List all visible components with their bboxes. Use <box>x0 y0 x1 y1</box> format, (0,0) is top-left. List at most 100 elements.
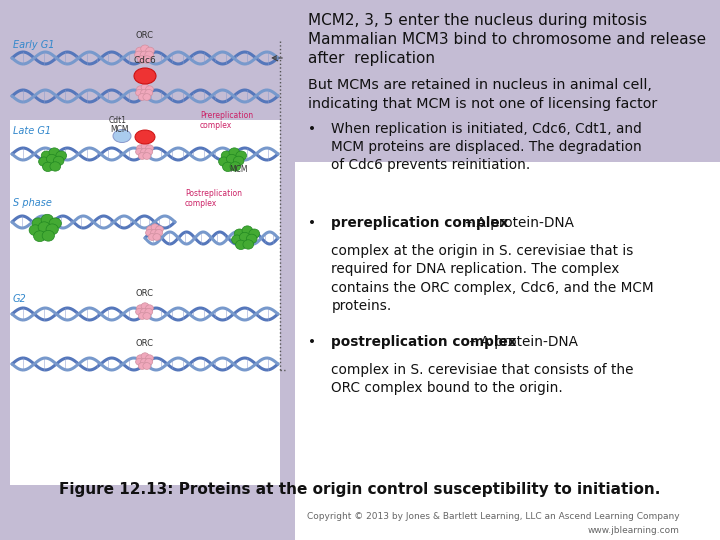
Ellipse shape <box>226 154 237 164</box>
Text: after  replication: after replication <box>308 51 435 66</box>
Ellipse shape <box>41 151 52 160</box>
Ellipse shape <box>138 153 146 159</box>
Ellipse shape <box>32 218 45 229</box>
Ellipse shape <box>42 162 53 172</box>
Ellipse shape <box>135 359 143 365</box>
Ellipse shape <box>141 143 149 150</box>
Text: ORC: ORC <box>136 289 154 298</box>
Text: Copyright © 2013 by Jones & Bartlett Learning, LLC an Ascend Learning Company: Copyright © 2013 by Jones & Bartlett Lea… <box>307 512 680 521</box>
Ellipse shape <box>135 90 143 96</box>
Text: Early G1: Early G1 <box>13 40 55 50</box>
Ellipse shape <box>150 230 158 236</box>
Ellipse shape <box>145 145 153 152</box>
Text: When replication is initiated, Cdc6, Cdt1, and
MCM proteins are displaced. The d: When replication is initiated, Cdc6, Cdt… <box>331 122 642 172</box>
Ellipse shape <box>145 359 153 365</box>
Ellipse shape <box>137 355 145 362</box>
Ellipse shape <box>141 84 149 91</box>
Text: complex at the origin in S. cerevisiae that is
required for DNA replication. The: complex at the origin in S. cerevisiae t… <box>331 244 654 313</box>
Ellipse shape <box>143 362 150 369</box>
Text: www.jblearning.com: www.jblearning.com <box>588 526 680 535</box>
Ellipse shape <box>145 90 153 96</box>
Ellipse shape <box>135 51 143 59</box>
Text: S phase: S phase <box>13 198 52 208</box>
Ellipse shape <box>140 45 149 52</box>
Text: G2: G2 <box>13 294 27 304</box>
Ellipse shape <box>156 226 163 233</box>
Ellipse shape <box>230 162 240 171</box>
Ellipse shape <box>145 47 154 55</box>
FancyBboxPatch shape <box>0 0 295 540</box>
Ellipse shape <box>42 231 55 241</box>
Text: Cdc6: Cdc6 <box>134 56 156 65</box>
Ellipse shape <box>243 240 253 249</box>
Ellipse shape <box>138 362 146 369</box>
Text: MCM: MCM <box>229 165 247 174</box>
FancyBboxPatch shape <box>295 0 720 162</box>
Ellipse shape <box>145 86 153 92</box>
Ellipse shape <box>137 86 145 92</box>
Ellipse shape <box>39 157 49 166</box>
Ellipse shape <box>138 313 146 319</box>
Ellipse shape <box>147 226 154 233</box>
Ellipse shape <box>135 148 143 155</box>
Text: Prereplication
complex: Prereplication complex <box>200 111 253 130</box>
Ellipse shape <box>143 313 150 319</box>
Ellipse shape <box>153 234 161 240</box>
Text: Figure 12.13: Proteins at the origin control susceptibility to initiation.: Figure 12.13: Proteins at the origin con… <box>59 482 661 497</box>
Ellipse shape <box>151 224 159 231</box>
Ellipse shape <box>135 308 143 315</box>
Ellipse shape <box>246 234 257 244</box>
Ellipse shape <box>145 308 153 315</box>
Ellipse shape <box>145 305 153 312</box>
Ellipse shape <box>46 154 57 164</box>
Ellipse shape <box>235 240 246 249</box>
Text: indicating that MCM is not one of licensing factor: indicating that MCM is not one of licens… <box>308 97 657 111</box>
Ellipse shape <box>136 47 144 55</box>
Ellipse shape <box>143 93 150 100</box>
Ellipse shape <box>222 162 233 172</box>
Ellipse shape <box>41 214 53 225</box>
Ellipse shape <box>53 156 64 166</box>
Ellipse shape <box>56 151 66 160</box>
Ellipse shape <box>233 156 244 166</box>
Ellipse shape <box>232 235 242 244</box>
Ellipse shape <box>140 308 148 315</box>
Ellipse shape <box>34 231 46 241</box>
Ellipse shape <box>137 305 145 312</box>
FancyBboxPatch shape <box>10 120 280 485</box>
Ellipse shape <box>143 153 150 159</box>
Text: Postreplication
complex: Postreplication complex <box>185 188 242 208</box>
Text: MCM: MCM <box>110 125 128 134</box>
Text: postreplication complex: postreplication complex <box>331 335 517 349</box>
Ellipse shape <box>145 148 153 155</box>
Text: – A protein-DNA: – A protein-DNA <box>465 335 578 349</box>
Ellipse shape <box>236 151 246 160</box>
Ellipse shape <box>38 222 50 233</box>
Ellipse shape <box>219 157 229 166</box>
Ellipse shape <box>29 225 42 235</box>
Text: But MCMs are retained in nucleus in animal cell,: But MCMs are retained in nucleus in anim… <box>308 78 652 92</box>
Ellipse shape <box>141 303 149 309</box>
Ellipse shape <box>50 162 60 171</box>
Ellipse shape <box>155 230 163 236</box>
Ellipse shape <box>140 51 149 59</box>
Ellipse shape <box>145 230 153 236</box>
Ellipse shape <box>138 56 146 63</box>
Ellipse shape <box>113 130 131 143</box>
Ellipse shape <box>135 130 155 144</box>
Text: ORC: ORC <box>136 31 154 40</box>
Text: MCM2, 3, 5 enter the nucleus during mitosis: MCM2, 3, 5 enter the nucleus during mito… <box>308 14 647 29</box>
Ellipse shape <box>138 93 146 100</box>
Ellipse shape <box>140 359 148 365</box>
Text: •: • <box>308 122 316 136</box>
Ellipse shape <box>221 151 232 160</box>
Ellipse shape <box>143 56 151 63</box>
Ellipse shape <box>140 90 148 96</box>
Ellipse shape <box>242 226 253 235</box>
Text: Late G1: Late G1 <box>13 126 51 136</box>
Ellipse shape <box>137 145 145 152</box>
Ellipse shape <box>229 148 240 157</box>
Ellipse shape <box>49 148 60 157</box>
Text: prereplication complex: prereplication complex <box>331 216 509 230</box>
Ellipse shape <box>145 355 153 362</box>
